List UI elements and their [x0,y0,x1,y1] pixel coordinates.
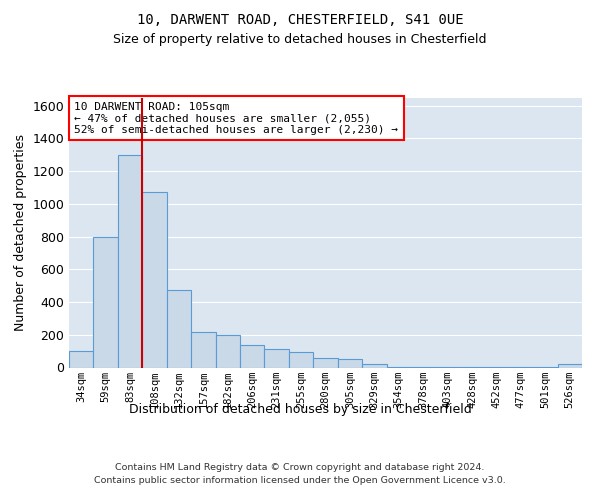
Bar [362,364,386,368]
Bar [313,358,338,368]
Bar [386,366,411,368]
Text: Distribution of detached houses by size in Chesterfield: Distribution of detached houses by size … [128,402,472,415]
Bar [533,366,557,368]
Y-axis label: Number of detached properties: Number of detached properties [14,134,27,331]
Bar [411,366,436,368]
Text: Size of property relative to detached houses in Chesterfield: Size of property relative to detached ho… [113,32,487,46]
Text: 10 DARWENT ROAD: 105sqm
← 47% of detached houses are smaller (2,055)
52% of semi: 10 DARWENT ROAD: 105sqm ← 47% of detache… [74,102,398,134]
Text: Contains HM Land Registry data © Crown copyright and database right 2024.: Contains HM Land Registry data © Crown c… [115,462,485,471]
Bar [240,344,265,368]
Bar [94,236,118,368]
Bar [118,155,142,368]
Bar [142,192,167,368]
Bar [484,366,509,368]
Bar [167,290,191,368]
Text: 10, DARWENT ROAD, CHESTERFIELD, S41 0UE: 10, DARWENT ROAD, CHESTERFIELD, S41 0UE [137,12,463,26]
Bar [215,335,240,368]
Bar [191,332,215,368]
Bar [69,351,94,368]
Bar [338,358,362,368]
Bar [265,348,289,368]
Text: Contains public sector information licensed under the Open Government Licence v3: Contains public sector information licen… [94,476,506,485]
Bar [509,366,533,368]
Bar [557,364,582,368]
Bar [436,366,460,368]
Bar [460,366,484,368]
Bar [289,352,313,368]
